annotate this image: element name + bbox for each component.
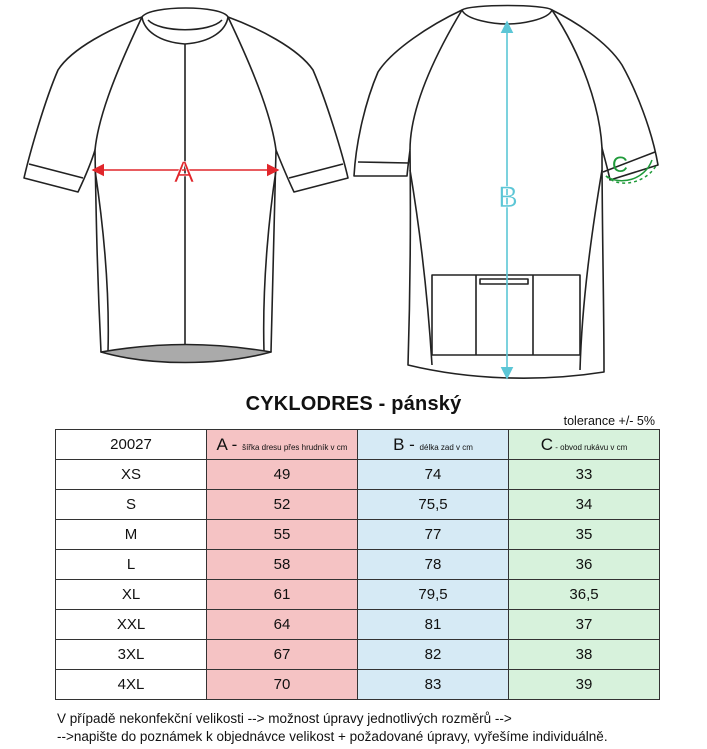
header-b: B - délka zad v cm — [357, 429, 509, 460]
c-cell: 36,5 — [508, 579, 660, 610]
label-c: C — [612, 152, 628, 177]
a-cell: 70 — [206, 669, 358, 700]
back-collar — [461, 4, 553, 25]
front-jersey — [23, 7, 349, 364]
table-row: 3XL 67 82 38 — [55, 639, 660, 670]
c-cell: 36 — [508, 549, 660, 580]
table-row: S 52 75,5 34 — [55, 489, 660, 520]
size-table: 20027 A - šířka dresu přes hrudník v cm … — [55, 429, 660, 700]
measure-line-c — [605, 163, 658, 184]
size-cell: 3XL — [55, 639, 207, 670]
c-cell: 38 — [508, 639, 660, 670]
label-a: A — [174, 156, 194, 189]
a-cell: 55 — [206, 519, 358, 550]
table-row: XXL 64 81 37 — [55, 609, 660, 640]
c-cell: 39 — [508, 669, 660, 700]
note-line-1: V případě nekonfekční velikosti --> možn… — [57, 711, 512, 726]
table-row: XS 49 74 33 — [55, 459, 660, 490]
a-cell: 64 — [206, 609, 358, 640]
table-row: XL 61 79,5 36,5 — [55, 579, 660, 610]
table-row: 4XL 70 83 39 — [55, 669, 660, 700]
c-cell: 35 — [508, 519, 660, 550]
table-header-row: 20027 A - šířka dresu přes hrudník v cm … — [55, 429, 660, 460]
size-cell: XS — [55, 459, 207, 490]
c-cell: 34 — [508, 489, 660, 520]
a-cell: 52 — [206, 489, 358, 520]
header-code: 20027 — [55, 429, 207, 460]
c-cell: 33 — [508, 459, 660, 490]
size-cell: M — [55, 519, 207, 550]
jersey-diagram: A B C — [23, 4, 659, 380]
table-row: L 58 78 36 — [55, 549, 660, 580]
b-cell: 78 — [357, 549, 509, 580]
b-cell: 77 — [357, 519, 509, 550]
b-cell: 81 — [357, 609, 509, 640]
size-cell: XXL — [55, 609, 207, 640]
b-cell: 83 — [357, 669, 509, 700]
b-cell: 79,5 — [357, 579, 509, 610]
front-hem — [100, 343, 272, 364]
a-cell: 61 — [206, 579, 358, 610]
header-a: A - šířka dresu přes hrudník v cm — [206, 429, 358, 460]
header-c: C - obvod rukávu v cm — [508, 429, 660, 460]
b-cell: 74 — [357, 459, 509, 490]
note-line-2: -->napište do poznámek k objednávce veli… — [57, 729, 608, 744]
tolerance-note: tolerance +/- 5% — [563, 414, 655, 428]
c-cell: 37 — [508, 609, 660, 640]
size-cell: S — [55, 489, 207, 520]
a-cell: 49 — [206, 459, 358, 490]
size-cell: XL — [55, 579, 207, 610]
b-cell: 75,5 — [357, 489, 509, 520]
b-cell: 82 — [357, 639, 509, 670]
label-b: B — [498, 181, 518, 214]
size-cell: 4XL — [55, 669, 207, 700]
a-cell: 58 — [206, 549, 358, 580]
size-cell: L — [55, 549, 207, 580]
front-collar — [141, 7, 229, 45]
page-title: CYKLODRES - pánský — [245, 393, 462, 415]
a-cell: 67 — [206, 639, 358, 670]
table-row: M 55 77 35 — [55, 519, 660, 550]
